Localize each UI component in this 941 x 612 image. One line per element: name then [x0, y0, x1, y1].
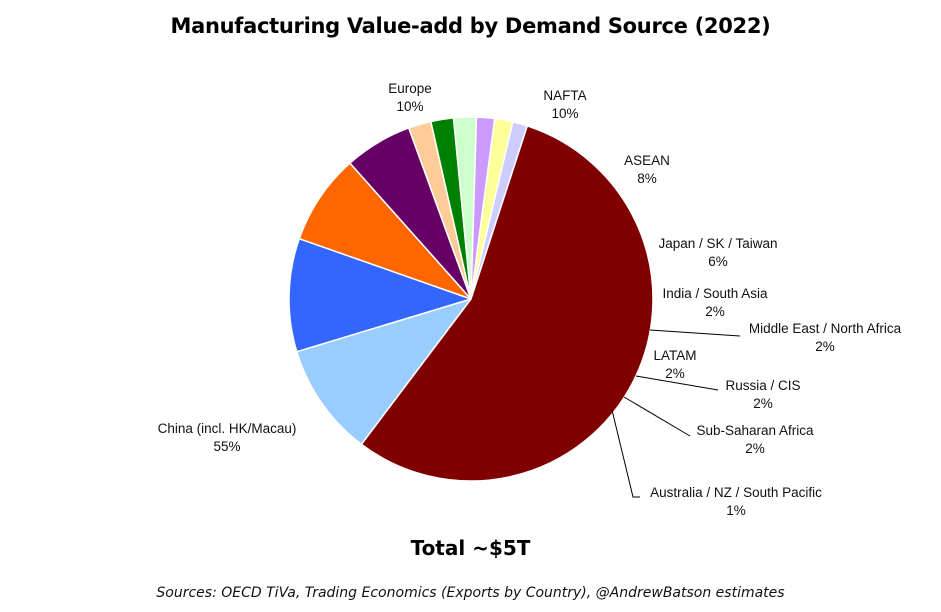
- slice-label-percent: 10%: [551, 106, 578, 121]
- slice-label-percent: 8%: [637, 171, 657, 186]
- slice-label-percent: 2%: [745, 441, 765, 456]
- slice-label-middle-east-north-africa: Middle East / North Africa 2%: [749, 321, 902, 354]
- pie-slice-china-incl-hk-macau: [360, 125, 654, 482]
- slice-label-nafta: NAFTA 10%: [543, 88, 586, 121]
- source-note: Sources: OECD TiVa, Trading Economics (E…: [156, 585, 785, 601]
- pie-slice-europe: [296, 298, 472, 446]
- slice-label-name: Japan / SK / Taiwan: [658, 236, 777, 251]
- slice-label-name: ASEAN: [624, 153, 670, 168]
- slice-label-asean: ASEAN 8%: [624, 153, 670, 186]
- slice-label-percent: 55%: [213, 439, 240, 454]
- slice-label-russia-cis: Russia / CIS 2%: [725, 378, 800, 411]
- slice-label-name: China (incl. HK/Macau): [158, 421, 297, 436]
- slice-label-name: Sub-Saharan Africa: [696, 423, 814, 438]
- slice-label-europe: Europe 10%: [388, 81, 432, 114]
- slice-label-name: India / South Asia: [662, 286, 768, 301]
- leader-line-australia-nz-south-pacific: [611, 409, 640, 498]
- slice-label-india-south-asia: India / South Asia 2%: [662, 286, 768, 319]
- slice-label-china-incl-hk-macau: China (incl. HK/Macau) 55%: [158, 421, 297, 454]
- slice-label-name: NAFTA: [543, 88, 586, 103]
- slice-label-australia-nz-south-pacific: Australia / NZ / South Pacific 1%: [650, 485, 822, 518]
- leader-lines: [611, 329, 741, 498]
- slice-label-percent: 1%: [726, 503, 746, 518]
- total-label: Total ~$5T: [410, 536, 531, 560]
- slice-label-percent: 2%: [815, 339, 835, 354]
- slice-label-percent: 2%: [705, 304, 725, 319]
- slice-label-name: Russia / CIS: [725, 378, 800, 393]
- slice-label-name: LATAM: [653, 348, 696, 363]
- slice-labels: Europe 10% NAFTA 10% ASEAN 8% Japan / SK / Tai…: [158, 81, 902, 518]
- slice-label-sub-saharan-africa: Sub-Saharan Africa 2%: [696, 423, 814, 456]
- slice-label-percent: 10%: [396, 99, 423, 114]
- leader-line-middle-east-north-africa: [649, 329, 741, 337]
- slice-label-percent: 6%: [708, 254, 728, 269]
- chart-title: Manufacturing Value-add by Demand Source…: [170, 14, 771, 38]
- pie-slices: [288, 116, 654, 482]
- leader-line-sub-saharan-africa: [623, 396, 691, 437]
- slice-label-latam: LATAM 2%: [653, 348, 696, 381]
- pie-slice-asean: [298, 162, 472, 300]
- leader-line-russia-cis: [635, 375, 719, 391]
- slice-label-percent: 2%: [753, 396, 773, 411]
- slice-label-name: Australia / NZ / South Pacific: [650, 485, 822, 500]
- slice-label-percent: 2%: [665, 366, 685, 381]
- pie-slice-nafta: [288, 237, 472, 353]
- slice-label-japan-sk-taiwan: Japan / SK / Taiwan 6%: [658, 236, 777, 269]
- slice-label-name: Europe: [388, 81, 432, 96]
- slice-label-name: Middle East / North Africa: [749, 321, 902, 336]
